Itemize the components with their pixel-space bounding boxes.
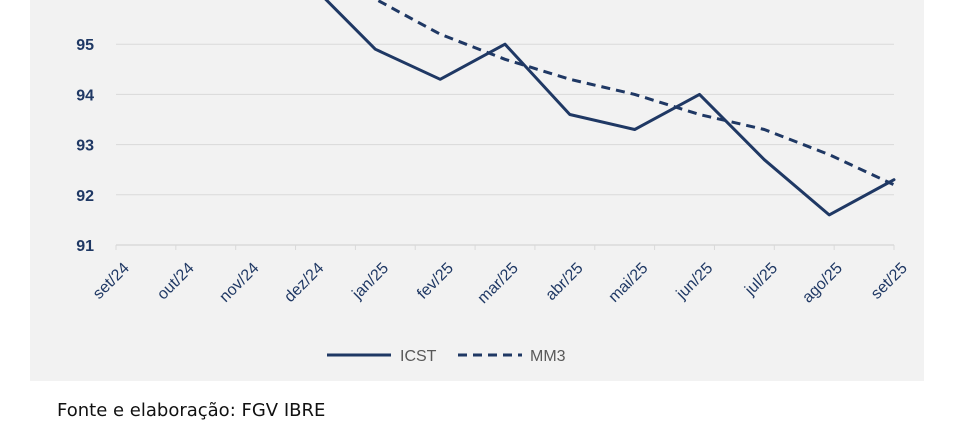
x-tick-label: out/24	[154, 260, 198, 304]
y-tick-label: 95	[76, 37, 94, 54]
x-tick-label: ago/25	[799, 260, 846, 307]
x-tick-label: nov/24	[217, 260, 263, 306]
x-tick-label: set/24	[90, 260, 133, 303]
x-axis	[115, 244, 895, 250]
grid-lines	[116, 43, 894, 196]
series-line-mm3	[373, 0, 895, 187]
y-tick-label: 93	[76, 138, 94, 155]
x-tick-label: abr/25	[543, 260, 587, 304]
chart-panel: 91 92 93 94 95 96 set/24 out/24 nov/24 dez/24 jan…	[30, 0, 924, 381]
x-tick-label: jan/25	[349, 260, 393, 304]
y-tick-labels: 91 92 93 94 95 96	[76, 0, 94, 255]
y-tick-label: 92	[76, 188, 94, 205]
x-tick-label: mar/25	[475, 260, 522, 307]
line-chart: 91 92 93 94 95 96 set/24 out/24 nov/24 dez/24 jan…	[76, 0, 911, 365]
source-note: Fonte e elaboração: FGV IBRE	[57, 400, 326, 421]
series-lines	[324, 0, 896, 217]
legend-label-icst: ICST	[400, 348, 437, 365]
x-tick-label: dez/24	[281, 260, 327, 306]
x-tick-label: jul/25	[741, 260, 781, 300]
y-tick-label: 91	[76, 238, 94, 255]
x-tick-labels: set/24 out/24 nov/24 dez/24 jan/25 fev/25 mar/…	[90, 260, 911, 307]
y-tick-label: 94	[76, 87, 94, 104]
legend: ICST MM3	[327, 348, 566, 365]
x-tick-label: fev/25	[414, 260, 457, 303]
series-line-icst	[324, 0, 896, 217]
y-tick-label: 96	[76, 0, 94, 4]
legend-label-mm3: MM3	[530, 348, 566, 365]
x-tick-label: set/25	[868, 260, 911, 303]
x-tick-label: jun/25	[673, 260, 717, 304]
x-tick-label: mai/25	[606, 260, 652, 306]
